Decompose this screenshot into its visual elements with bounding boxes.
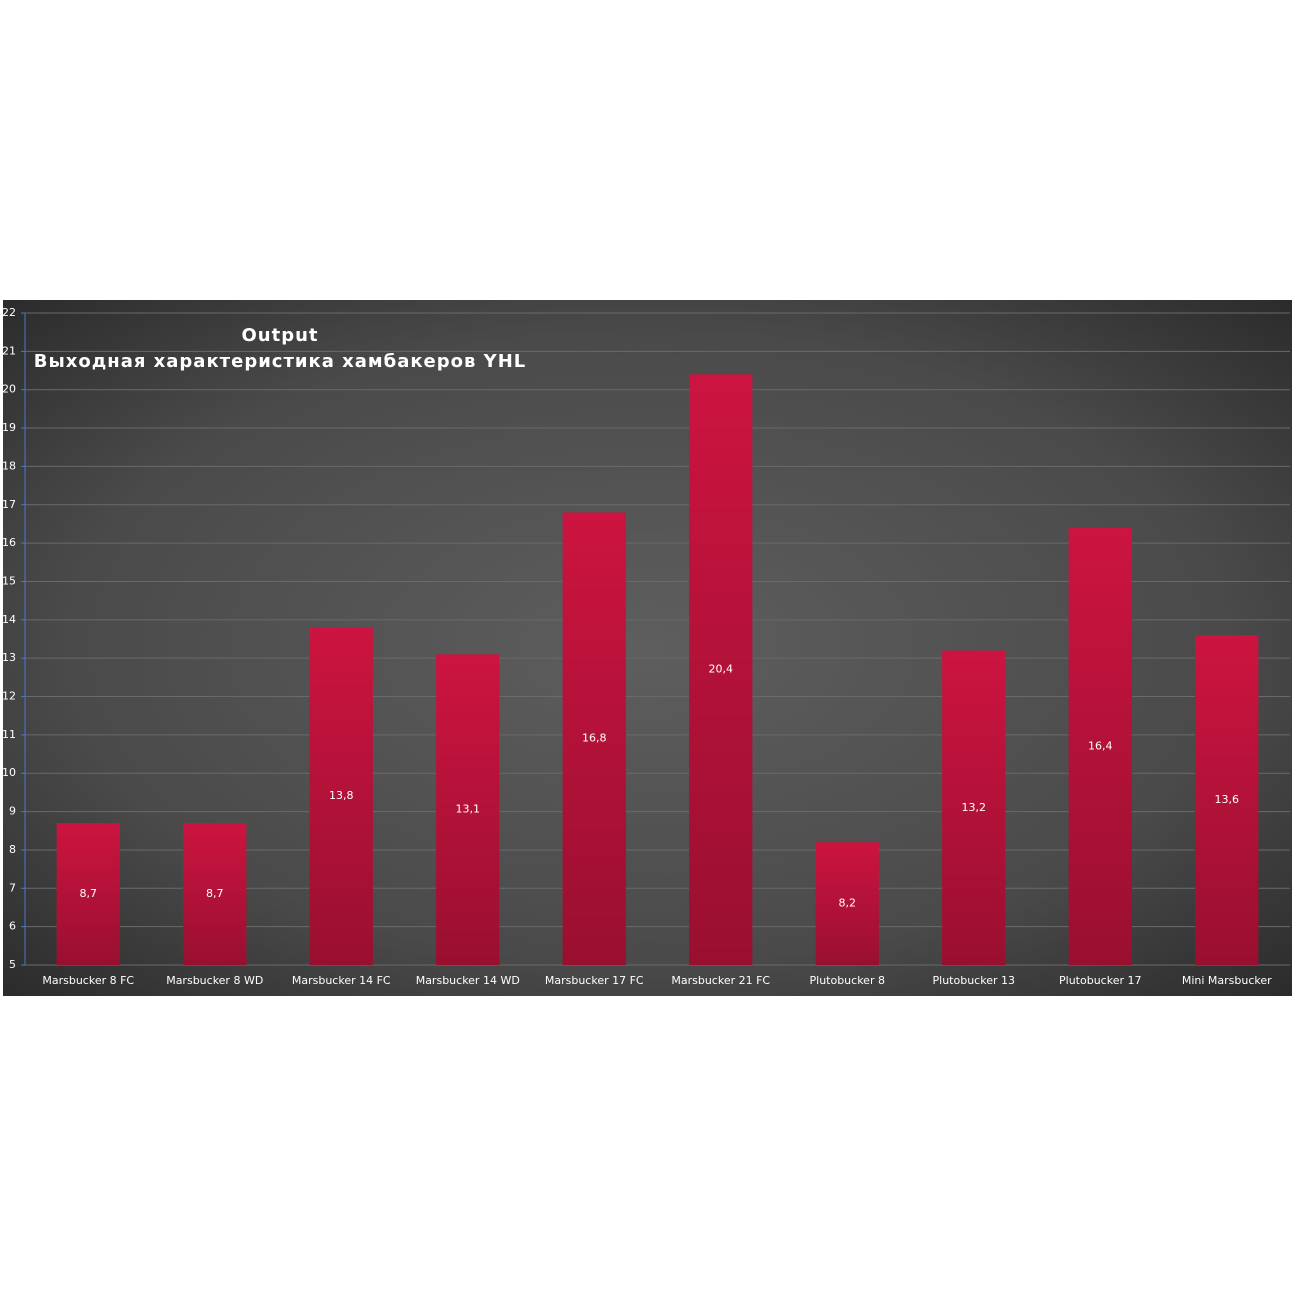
x-tick-label: Plutobucker 13 [933, 974, 1015, 987]
bar-shade [1195, 635, 1259, 965]
y-tick-label: 13 [2, 651, 16, 664]
value-label: 13,8 [329, 789, 354, 802]
x-tick-label: Marsbucker 17 FC [545, 974, 644, 987]
bar-shade [689, 374, 753, 965]
value-label: 13,6 [1215, 793, 1240, 806]
bar-shade [815, 842, 879, 965]
chart-title: Output [241, 325, 318, 346]
y-tick-label: 18 [2, 459, 16, 472]
bar-shade [56, 823, 120, 965]
chart-subtitle: Выходная характеристика хамбакеров YHL [34, 351, 527, 372]
y-tick-label: 10 [2, 766, 16, 779]
y-tick-label: 17 [2, 498, 16, 511]
x-tick-label: Plutobucker 8 [810, 974, 885, 987]
y-tick-label: 20 [2, 383, 16, 396]
y-tick-label: 14 [2, 613, 16, 626]
y-tick-label: 9 [9, 805, 16, 818]
value-label: 13,2 [962, 801, 987, 814]
value-label: 16,4 [1088, 739, 1113, 752]
bar-shade [436, 654, 500, 965]
y-tick-label: 7 [9, 881, 16, 894]
y-tick-label: 11 [2, 728, 16, 741]
value-label: 8,7 [206, 887, 224, 900]
y-tick-label: 16 [2, 536, 16, 549]
y-tick-label: 15 [2, 574, 16, 587]
x-tick-label: Marsbucker 14 FC [292, 974, 391, 987]
bar-shade [183, 823, 247, 965]
y-tick-label: 22 [2, 306, 16, 319]
value-label: 8,7 [80, 887, 98, 900]
x-tick-label: Marsbucker 21 FC [671, 974, 770, 987]
value-label: 13,1 [456, 803, 481, 816]
y-tick-label: 8 [9, 843, 16, 856]
value-label: 8,2 [839, 897, 857, 910]
y-tick-label: 21 [2, 344, 16, 357]
x-tick-label: Marsbucker 8 WD [166, 974, 263, 987]
x-tick-label: Mini Marsbucker [1182, 974, 1272, 987]
bar-shade [942, 650, 1006, 965]
y-tick-label: 12 [2, 690, 16, 703]
x-tick-label: Marsbucker 8 FC [42, 974, 134, 987]
y-tick-label: 19 [2, 421, 16, 434]
bar-shade [309, 627, 373, 965]
value-label: 20,4 [709, 663, 734, 676]
value-label: 16,8 [582, 732, 607, 745]
y-tick-label: 6 [9, 920, 16, 933]
y-tick-label: 5 [9, 958, 16, 971]
x-tick-label: Plutobucker 17 [1059, 974, 1141, 987]
x-tick-label: Marsbucker 14 WD [416, 974, 520, 987]
bar-shade [562, 512, 626, 965]
bar-shade [1068, 527, 1132, 965]
